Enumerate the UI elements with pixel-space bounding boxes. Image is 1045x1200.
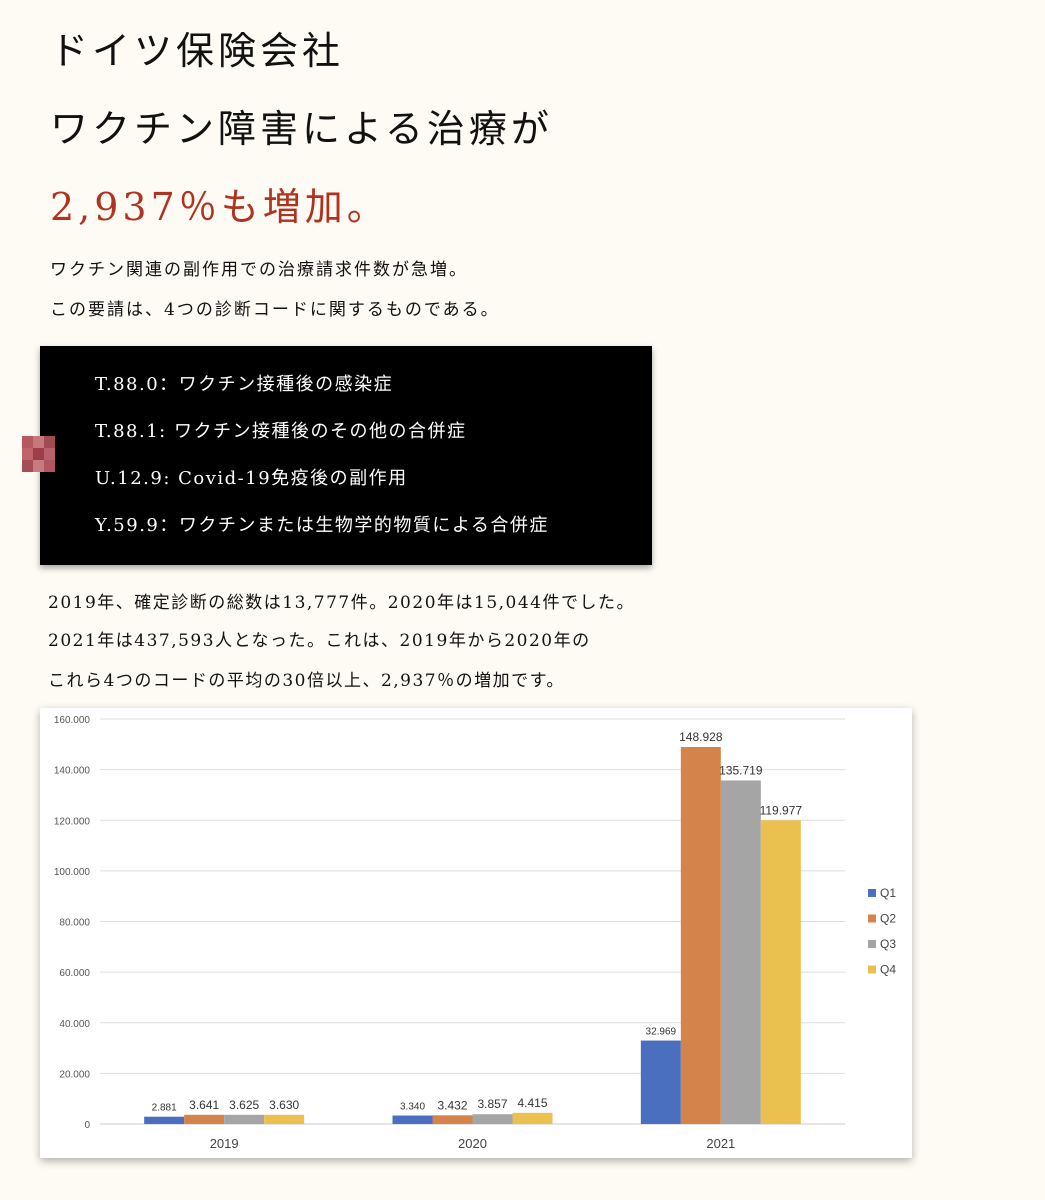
legend-swatch-q3	[868, 940, 876, 948]
pixelated-image	[22, 436, 55, 472]
y-tick-label: 120.000	[54, 816, 91, 827]
y-tick-label: 0	[84, 1120, 90, 1131]
bar-q3-2021	[720, 780, 761, 1124]
code-line-t880: T.88.0：ワクチン接種後の感染症	[95, 374, 394, 395]
bar-q4-2019	[264, 1114, 305, 1124]
x-category-label: 2021	[706, 1136, 735, 1151]
legend-label-q2: Q2	[880, 912, 896, 926]
data-label: 3.625	[229, 1098, 259, 1112]
data-label: 4.415	[517, 1096, 547, 1110]
bar-q3-2019	[224, 1114, 265, 1124]
x-category-label: 2020	[458, 1136, 487, 1151]
legend-label-q4: Q4	[880, 963, 896, 977]
legend-swatch-q2	[868, 914, 876, 923]
y-tick-label: 80.000	[59, 918, 90, 929]
data-label: 2.881	[152, 1103, 177, 1114]
x-category-label: 2019	[210, 1136, 239, 1151]
legend-label-q1: Q1	[880, 886, 896, 900]
headline-line-1: ドイツ保険会社	[50, 29, 345, 73]
data-label: 135.719	[719, 763, 763, 777]
data-label: 3.641	[189, 1098, 219, 1112]
diagnosis-codes-box: T.88.0：ワクチン接種後の感染症 T.88.1: ワクチン接種後のその他の合…	[40, 346, 652, 565]
legend-label-q3: Q3	[880, 937, 896, 951]
bar-q1-2020	[392, 1115, 433, 1124]
data-label: 32.969	[646, 1027, 677, 1038]
bar-q3-2020	[472, 1114, 513, 1124]
data-label: 3.432	[437, 1098, 467, 1112]
body-line-3: これら4つのコードの平均の30倍以上、2,937％の増加です。	[48, 671, 565, 691]
data-label: 3.340	[400, 1102, 425, 1113]
bar-q4-2021	[760, 820, 801, 1124]
code-line-u129: U.12.9: Covid-19免疫後の副作用	[95, 468, 408, 489]
bar-q4-2020	[512, 1112, 553, 1124]
y-tick-label: 100.000	[54, 867, 91, 878]
bar-q2-2021	[680, 747, 721, 1124]
intro-line-1: ワクチン関連の副作用での治療請求件数が急増。	[50, 260, 468, 280]
chart-canvas: 0 20.000 40.000 60.000 80.000 100.000 120.000 1…	[54, 715, 896, 1151]
intro-line-2: この要請は、4つの診断コードに関するものである。	[50, 300, 500, 320]
bar-chart: 0 20.000 40.000 60.000 80.000 100.000 120.000 1…	[40, 708, 912, 1158]
y-tick-label: 40.000	[59, 1019, 90, 1030]
y-tick-label: 60.000	[59, 968, 90, 979]
bar-q1-2019	[144, 1116, 185, 1124]
data-label: 148.928	[679, 730, 723, 744]
bar-q1-2021	[640, 1040, 681, 1124]
y-tick-label: 20.000	[59, 1069, 90, 1080]
data-label: 3.857	[477, 1097, 507, 1111]
body-line-2: 2021年は437,593人となった。これは、2019年から2020年の	[48, 631, 591, 651]
code-line-y599: Y.59.9：ワクチンまたは生物学的物質による合併症	[95, 515, 549, 536]
legend-swatch-q4	[868, 965, 876, 974]
data-label: 119.977	[760, 803, 803, 817]
body-line-1: 2019年、確定診断の総数は13,777件。2020年は15,044件でした。	[48, 593, 635, 613]
data-label: 3.630	[269, 1098, 299, 1112]
y-tick-label: 160.000	[54, 715, 91, 726]
legend-swatch-q1	[868, 889, 876, 897]
bar-q2-2020	[432, 1115, 473, 1124]
bar-q2-2019	[184, 1114, 225, 1124]
headline-line-2: ワクチン障害による治療が	[50, 107, 553, 151]
headline-line-3: 2,937％も増加。	[50, 185, 389, 229]
y-tick-label: 140.000	[54, 766, 91, 777]
code-line-t881: T.88.1: ワクチン接種後のその他の合併症	[95, 421, 467, 442]
